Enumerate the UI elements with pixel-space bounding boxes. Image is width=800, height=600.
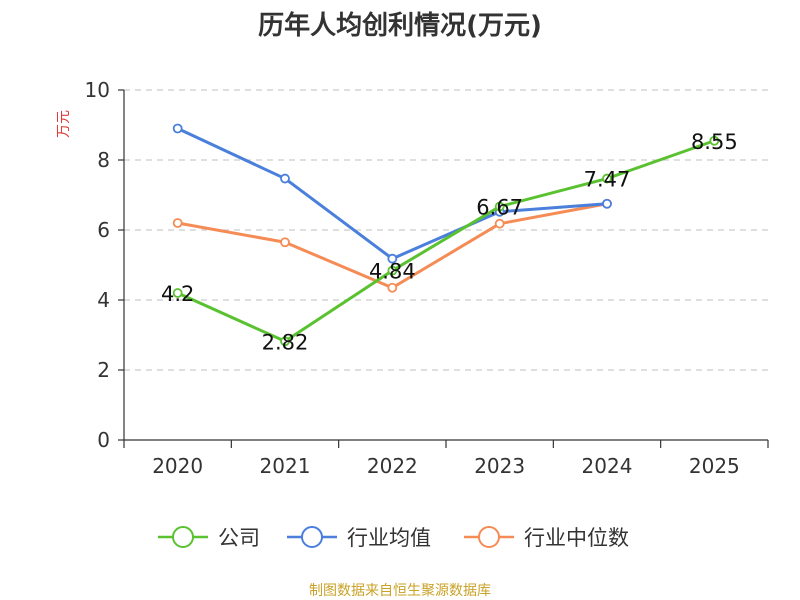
- data-label: 7.47: [584, 168, 631, 192]
- data-point: [387, 282, 398, 293]
- data-point: [494, 201, 505, 212]
- y-tick-label: 8: [97, 148, 110, 172]
- legend-label: 行业均值: [347, 526, 431, 550]
- x-tick-label: 2024: [582, 454, 633, 478]
- y-axis-label: 万元: [56, 110, 72, 138]
- data-point: [280, 237, 290, 248]
- data-point: [172, 123, 183, 134]
- data-point: [280, 336, 290, 347]
- data-point: [387, 265, 398, 276]
- x-tick-label: 2023: [474, 454, 525, 478]
- grid-layer: [124, 89, 768, 371]
- axis-layer: 0 2 4 6 8 10 2020 2021 2022 2023 2024 2025: [85, 78, 769, 478]
- series-line: [177, 127, 608, 261]
- legend-marker: [172, 526, 194, 548]
- data-label: 4.2: [161, 282, 194, 306]
- data-point: [602, 198, 612, 209]
- data-point: [387, 253, 398, 264]
- legend-item[interactable]: 行业均值: [287, 526, 431, 550]
- legend-label: 行业中位数: [524, 526, 629, 550]
- data-point: [602, 173, 612, 184]
- x-tick-label: 2025: [689, 454, 740, 478]
- x-tick-label: 2021: [260, 454, 311, 478]
- legend-item[interactable]: 行业中位数: [464, 526, 629, 550]
- y-tick-label: 4: [97, 288, 110, 312]
- data-point: [172, 288, 183, 298]
- data-label: 2.82: [262, 330, 309, 354]
- x-tick-label: 2020: [152, 454, 203, 478]
- data-point: [172, 218, 183, 228]
- data-point: [280, 173, 290, 184]
- data-label: 4.84: [369, 260, 416, 284]
- y-tick-label: 6: [97, 218, 110, 242]
- data-label: 8.55: [691, 130, 738, 154]
- legend-marker: [478, 526, 500, 548]
- y-tick-label: 10: [85, 78, 110, 102]
- data-label: 6.67: [476, 196, 523, 220]
- series-1: [172, 123, 612, 264]
- series-line: [177, 139, 715, 343]
- data-label-layer: 4.2 2.82 4.84 6.67 7.47 8.55: [161, 130, 738, 355]
- data-point: [494, 218, 505, 229]
- y-tick-label: 0: [97, 428, 110, 452]
- source-note: 制图数据来自恒生聚源数据库: [309, 583, 491, 599]
- legend-label: 公司: [218, 526, 260, 550]
- legend-item[interactable]: 公司: [158, 526, 260, 550]
- x-tick-label: 2022: [367, 454, 418, 478]
- legend-marker: [301, 526, 323, 548]
- legend: 公司 行业均值 行业中位数: [158, 526, 629, 550]
- chart-title: 历年人均创利情况(万元): [258, 10, 542, 41]
- data-point: [709, 135, 720, 146]
- series-layer: [172, 123, 720, 347]
- y-tick-label: 2: [97, 358, 110, 382]
- series-0: [172, 135, 720, 347]
